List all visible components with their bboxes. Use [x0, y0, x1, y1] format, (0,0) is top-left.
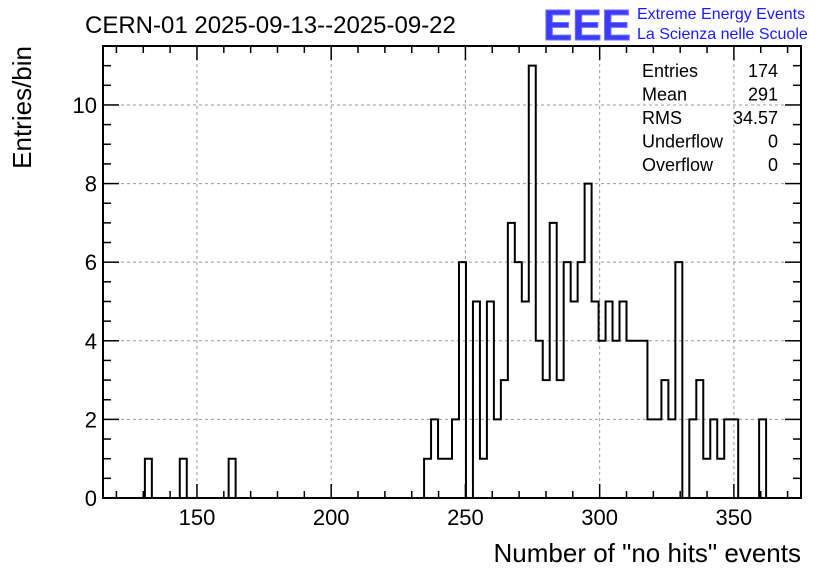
y-tick-label: 6 [85, 250, 97, 275]
stats-box: Entries 174 Mean 291 RMS 34.57 Underflow 0 Overf… [642, 61, 778, 175]
stats-value: 291 [748, 85, 778, 105]
y-axis-title: Entries/bin [7, 46, 37, 169]
y-tick-label: 4 [85, 329, 97, 354]
axis-ticks [103, 45, 801, 499]
stats-label: Underflow [642, 132, 724, 152]
x-tick-label: 150 [179, 505, 216, 530]
eee-logo-line1: Extreme Energy Events [637, 6, 805, 23]
eee-logo: EEE Extreme Energy Events La Scienza nel… [543, 1, 808, 51]
stats-label: Entries [642, 61, 698, 81]
x-tick-label: 300 [581, 505, 618, 530]
y-tick-label: 10 [73, 93, 97, 118]
x-tick-label: 350 [716, 505, 753, 530]
stats-value: 174 [748, 61, 778, 81]
eee-logo-line2: La Scienza nelle Scuole [637, 26, 808, 43]
stats-value: 34.57 [733, 108, 778, 128]
chart-title: CERN-01 2025-09-13--2025-09-22 [85, 12, 456, 39]
stats-label: RMS [642, 108, 682, 128]
histogram-series [103, 64, 801, 499]
y-tick-labels: 0 2 4 6 8 10 [73, 93, 97, 511]
y-tick-label: 0 [85, 486, 97, 511]
stats-label: Mean [642, 85, 687, 105]
stats-value: 0 [768, 132, 778, 152]
y-tick-label: 8 [85, 172, 97, 197]
y-tick-label: 2 [85, 407, 97, 432]
eee-logo-mark: EEE [543, 1, 631, 50]
x-axis-title: Number of "no hits" events [494, 538, 802, 568]
stats-value: 0 [768, 155, 778, 175]
x-tick-labels: 150 200 250 300 350 [179, 505, 753, 530]
x-tick-label: 250 [447, 505, 484, 530]
plot-frame [102, 45, 802, 499]
stats-label: Overflow [642, 155, 714, 175]
x-tick-label: 200 [313, 505, 350, 530]
